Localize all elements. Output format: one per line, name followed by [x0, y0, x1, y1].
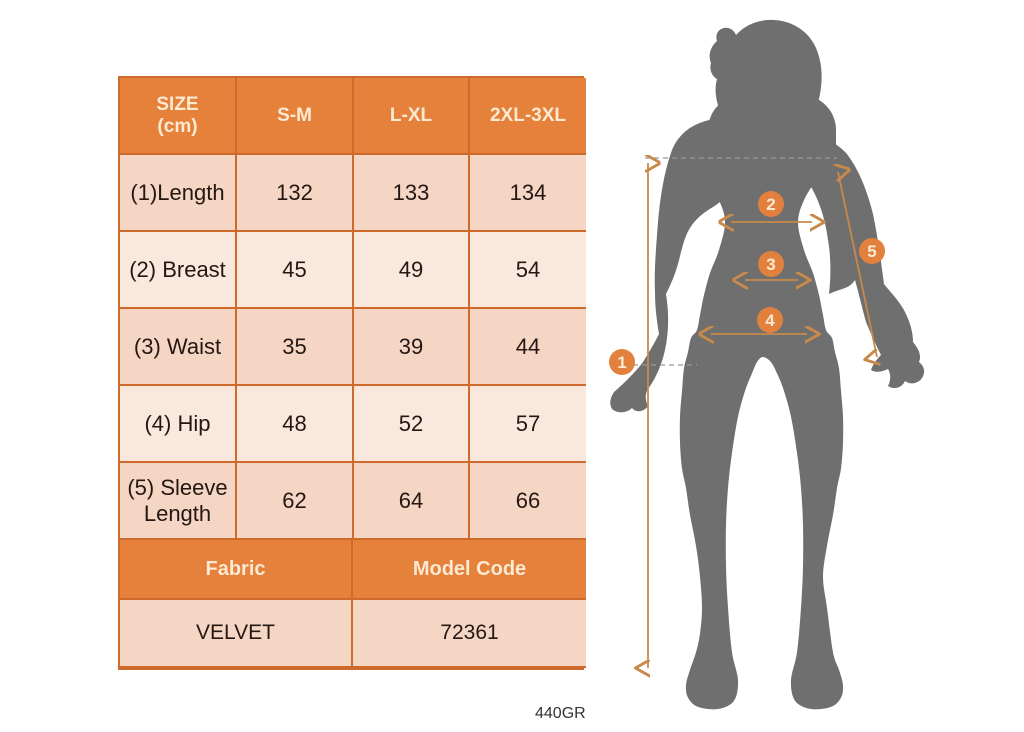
svg-text:4: 4	[765, 311, 775, 330]
svg-text:1: 1	[617, 353, 626, 372]
svg-text:2: 2	[766, 195, 775, 214]
svg-text:5: 5	[867, 242, 876, 261]
svg-text:3: 3	[766, 255, 775, 274]
svg-text:440GR: 440GR	[535, 705, 586, 722]
